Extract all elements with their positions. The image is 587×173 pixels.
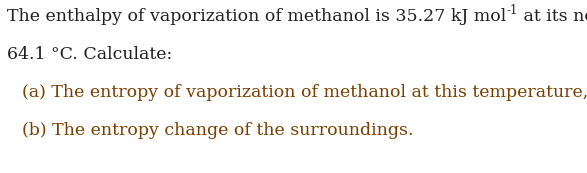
Text: -1: -1 (506, 4, 518, 17)
Text: at its normal boiling point of: at its normal boiling point of (518, 8, 587, 25)
Text: (a) The entropy of vaporization of methanol at this temperature, and: (a) The entropy of vaporization of metha… (22, 84, 587, 101)
Text: (b) The entropy change of the surroundings.: (b) The entropy change of the surroundin… (22, 122, 413, 139)
Text: The enthalpy of vaporization of methanol is 35.27 kJ mol: The enthalpy of vaporization of methanol… (7, 8, 506, 25)
Text: 64.1 °C. Calculate:: 64.1 °C. Calculate: (7, 46, 172, 63)
